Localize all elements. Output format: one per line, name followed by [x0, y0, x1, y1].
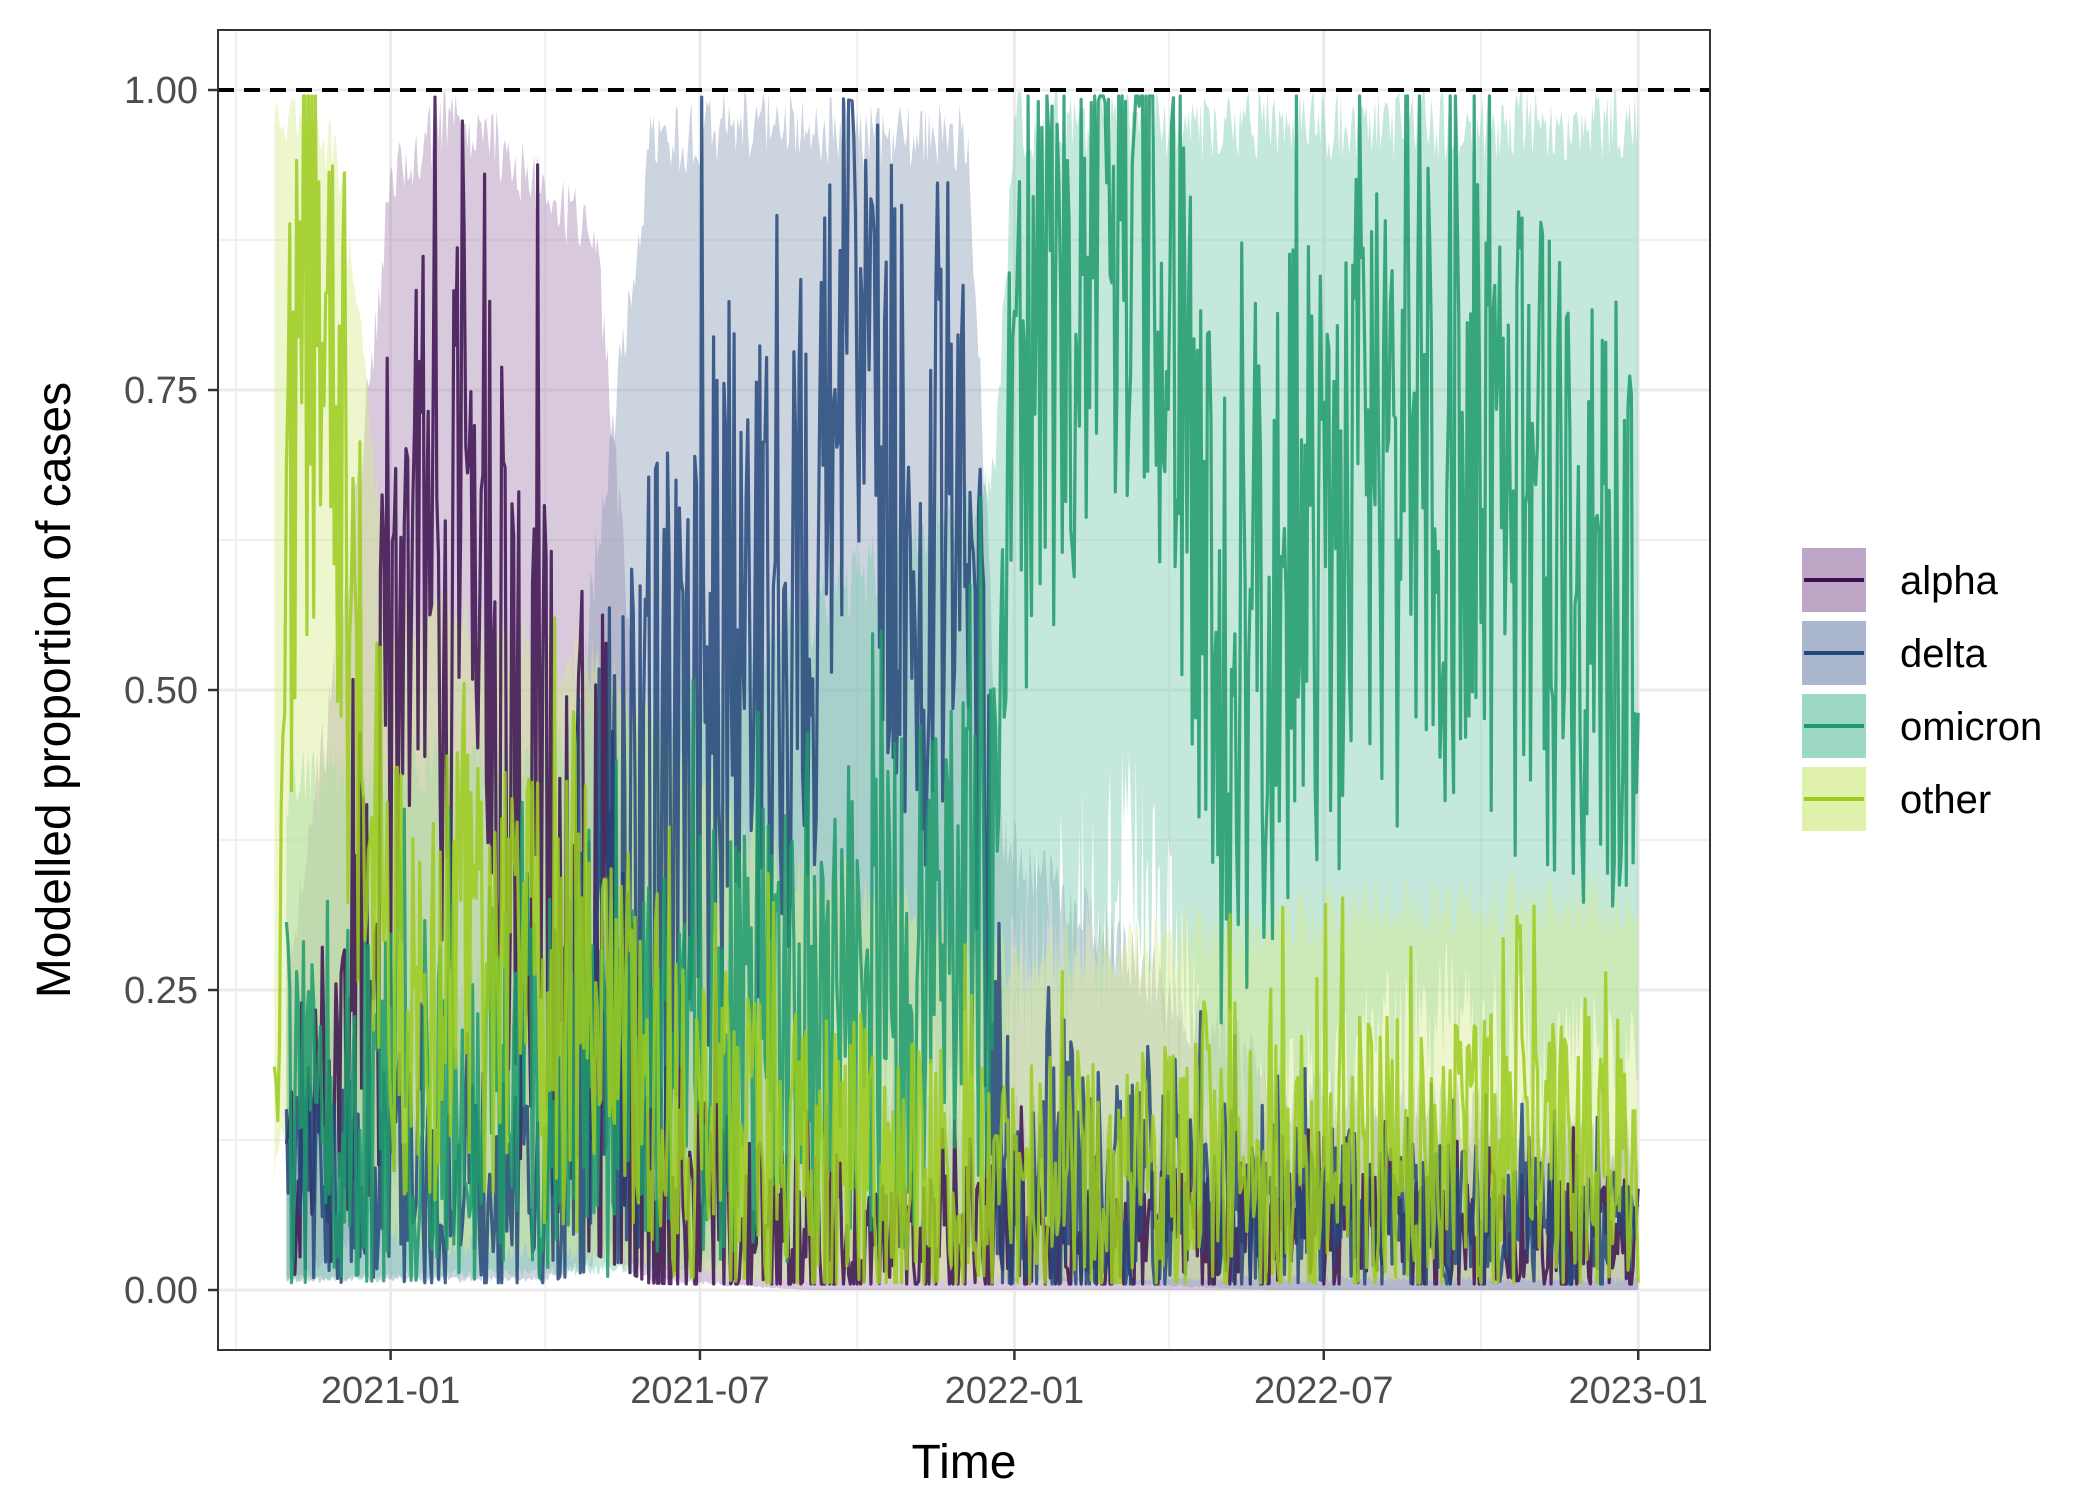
- y-tick-label: 1.00: [124, 70, 198, 112]
- line-omicron: [284, 94, 1640, 1285]
- x-tick-label: 2022-01: [945, 1370, 1084, 1412]
- x-tick-label: 2022-07: [1254, 1370, 1393, 1412]
- y-tick-label: 0.75: [124, 370, 198, 412]
- legend-label-delta: delta: [1900, 632, 1987, 676]
- x-tick-label: 2021-07: [630, 1370, 769, 1412]
- legend-label-omicron: omicron: [1900, 705, 2042, 749]
- axes: 0.00 0.25 0.50 0.75 1.00 2021-01 2021-07 2022-0…: [124, 70, 1708, 1412]
- x-tick-label: 2021-01: [321, 1370, 460, 1412]
- y-tick-label: 0.50: [124, 670, 198, 712]
- legend-label-alpha: alpha: [1900, 559, 1999, 603]
- legend-label-other: other: [1900, 778, 1991, 822]
- legend: alpha delta omicron other: [1802, 548, 2042, 831]
- y-axis-title: Modelled proportion of cases: [28, 382, 81, 998]
- y-tick-label: 0.25: [124, 970, 198, 1012]
- x-tick-label: 2023-01: [1568, 1370, 1707, 1412]
- y-tick-label: 0.00: [124, 1270, 198, 1312]
- x-axis-title: Time: [912, 1436, 1017, 1489]
- series-lines: [272, 94, 1640, 1286]
- line-other: [272, 94, 1640, 1285]
